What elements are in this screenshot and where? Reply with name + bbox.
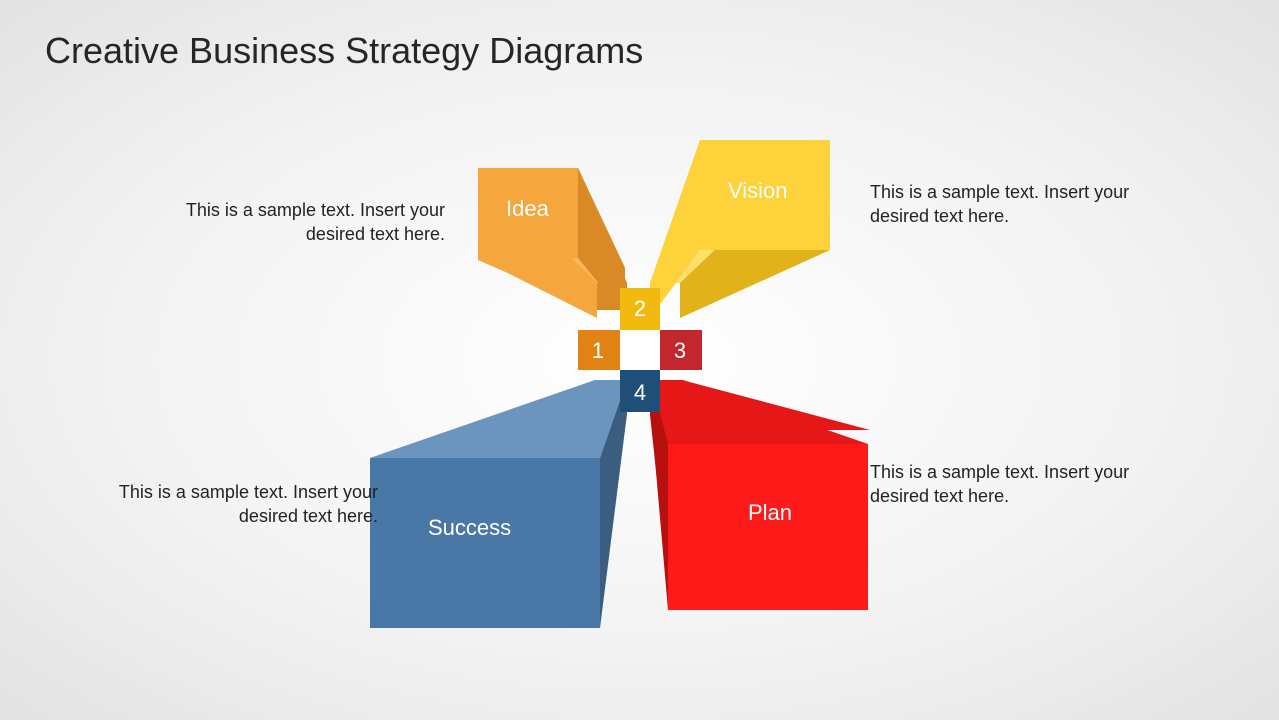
center-num-3: 3 — [660, 338, 700, 364]
bar-plan — [650, 380, 870, 610]
bar-vision — [650, 140, 830, 318]
callout-plan: This is a sample text. Insert your desir… — [870, 460, 1140, 509]
center-num-4: 4 — [620, 380, 660, 406]
bar-label-success: Success — [428, 515, 511, 541]
callout-idea: This is a sample text. Insert your desir… — [175, 198, 445, 247]
callout-vision: This is a sample text. Insert your desir… — [870, 180, 1140, 229]
strategy-diagram — [0, 0, 1279, 720]
bar-label-vision: Vision — [728, 178, 788, 204]
bar-label-idea: Idea — [506, 196, 549, 222]
callout-success: This is a sample text. Insert your desir… — [108, 480, 378, 529]
center-num-2: 2 — [620, 296, 660, 322]
bar-label-plan: Plan — [748, 500, 792, 526]
bar-success — [370, 380, 627, 628]
center-num-1: 1 — [578, 338, 618, 364]
